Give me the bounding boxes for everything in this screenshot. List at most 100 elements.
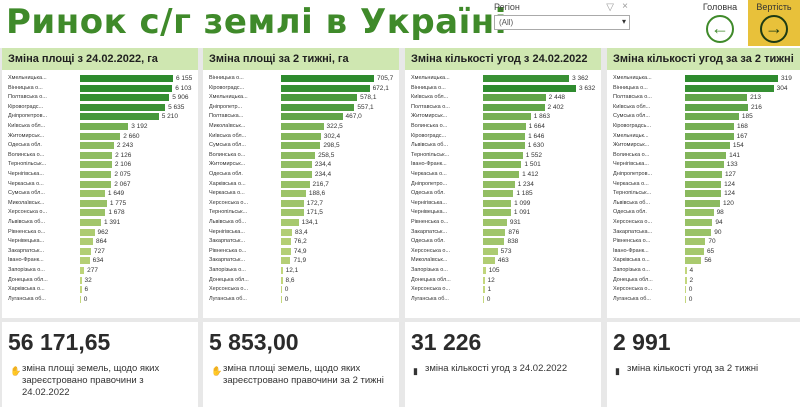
bar-row[interactable]: Житомирськ... 234,4: [203, 160, 399, 169]
bar[interactable]: [685, 161, 724, 169]
bar-row[interactable]: Донецька обл... 8,6: [203, 276, 399, 285]
bar[interactable]: [685, 276, 687, 284]
bar[interactable]: [685, 171, 723, 178]
bar-row[interactable]: Чернівецька... 1 091: [405, 208, 601, 217]
bar-row[interactable]: Одеська обл. 98: [607, 208, 800, 217]
bar[interactable]: [483, 257, 495, 265]
bar[interactable]: [685, 75, 778, 82]
bar[interactable]: [483, 247, 498, 255]
bar[interactable]: [483, 132, 526, 140]
bar[interactable]: [685, 267, 687, 274]
bar-row[interactable]: Луганська об... 0: [607, 295, 800, 304]
funnel-icon[interactable]: ▽: [606, 2, 614, 13]
bar[interactable]: [281, 190, 306, 198]
bar-row[interactable]: Кіровоградс... 672,1: [203, 84, 399, 93]
bar-row[interactable]: Одеська обл. 234,4: [203, 170, 399, 179]
region-filter[interactable]: Регіон ▽ × (All) ▾: [494, 1, 634, 30]
bar[interactable]: [281, 209, 304, 217]
bar-row[interactable]: Львівська об... 134,1: [203, 218, 399, 227]
bar[interactable]: [281, 295, 282, 303]
bar-row[interactable]: Тернопільськ... 2 106: [2, 160, 198, 169]
bar-row[interactable]: Полтавська... 467,0: [203, 112, 399, 121]
bar-row[interactable]: Запорізька о... 277: [2, 266, 198, 275]
bar[interactable]: [483, 123, 526, 130]
bar-row[interactable]: Дніпропетр... 557,1: [203, 103, 399, 112]
bar-row[interactable]: Хмельницька... 319: [607, 74, 800, 83]
bar-row[interactable]: Херсонська о... 573: [405, 247, 601, 256]
bar-row[interactable]: Хмельницька... 6 155: [2, 74, 198, 83]
bar[interactable]: [685, 295, 686, 303]
bar[interactable]: [483, 94, 546, 102]
bar[interactable]: [281, 286, 282, 294]
bar-row[interactable]: Закарпатськ... 727: [2, 247, 198, 256]
bar-row[interactable]: Вінницька о... 3 632: [405, 84, 601, 93]
bar[interactable]: [483, 113, 531, 121]
bar-row[interactable]: Миколаївськ... 322,5: [203, 122, 399, 131]
bar[interactable]: [281, 199, 304, 207]
bar[interactable]: [281, 151, 316, 159]
bar[interactable]: [685, 113, 739, 121]
bar[interactable]: [80, 209, 106, 217]
bar-row[interactable]: Івано-Франк... 634: [2, 256, 198, 265]
bar[interactable]: [281, 142, 321, 150]
bar-row[interactable]: Закарпатська... 90: [607, 228, 800, 237]
bar[interactable]: [483, 267, 486, 274]
bar[interactable]: [281, 113, 343, 121]
bar[interactable]: [281, 247, 291, 255]
bar-row[interactable]: Кіровоградс... 5 635: [2, 103, 198, 112]
bar[interactable]: [483, 161, 522, 169]
bar[interactable]: [281, 228, 292, 236]
bar-row[interactable]: Сумська обл... 185: [607, 112, 800, 121]
bar-row[interactable]: Херсонська о... 0: [203, 285, 399, 294]
bar[interactable]: [483, 199, 512, 207]
bar[interactable]: [483, 103, 545, 111]
bar-row[interactable]: Черкаська о... 1 412: [405, 170, 601, 179]
bar-row[interactable]: Одеська обл. 838: [405, 237, 601, 246]
home-button[interactable]: Головна ←: [690, 0, 750, 48]
back-button[interactable]: Вертість →: [748, 0, 800, 46]
bar[interactable]: [80, 171, 112, 178]
bar[interactable]: [685, 103, 748, 111]
bar[interactable]: [281, 75, 374, 82]
bar[interactable]: [80, 228, 95, 236]
bar-row[interactable]: Хмельницьк... 167: [607, 132, 800, 141]
bar-row[interactable]: Івано-Франк... 1 501: [405, 160, 601, 169]
bar-row[interactable]: Черкаська о... 124: [607, 180, 800, 189]
bar-row[interactable]: Тернопільськ... 171,5: [203, 208, 399, 217]
bar-row[interactable]: Рівненська о... 931: [405, 218, 601, 227]
bar[interactable]: [685, 219, 713, 226]
bar[interactable]: [80, 180, 112, 188]
bar[interactable]: [483, 75, 570, 82]
bar-row[interactable]: Херсонська о... 0: [607, 285, 800, 294]
bar[interactable]: [80, 113, 159, 121]
bar-row[interactable]: Житомирськ... 154: [607, 141, 800, 150]
bar-row[interactable]: Чернівецька... 864: [2, 237, 198, 246]
bar[interactable]: [483, 295, 484, 303]
bar-row[interactable]: Луганська об... 0: [405, 295, 601, 304]
bar-row[interactable]: Дніпропетров... 127: [607, 170, 800, 179]
bar[interactable]: [80, 276, 82, 284]
bar[interactable]: [281, 238, 292, 246]
bar[interactable]: [685, 84, 774, 92]
bar[interactable]: [685, 199, 720, 207]
bar[interactable]: [80, 295, 81, 303]
bar-row[interactable]: Одеська обл. 1 185: [405, 189, 601, 198]
bar[interactable]: [483, 219, 507, 226]
bar[interactable]: [281, 123, 324, 130]
bar[interactable]: [483, 142, 525, 150]
bar[interactable]: [281, 267, 283, 274]
bar-row[interactable]: Житомирськ... 2 660: [2, 132, 198, 141]
bar[interactable]: [483, 286, 485, 294]
bar[interactable]: [80, 238, 94, 246]
bar[interactable]: [483, 171, 520, 178]
bar-row[interactable]: Дніпропетро... 1 234: [405, 180, 601, 189]
bar[interactable]: [80, 257, 90, 265]
region-select[interactable]: (All) ▾: [494, 15, 630, 30]
bar-row[interactable]: Донецька обл... 32: [2, 276, 198, 285]
bar[interactable]: [685, 190, 722, 198]
bar[interactable]: [685, 247, 704, 255]
bar-row[interactable]: Кіровоградсь... 168: [607, 122, 800, 131]
bar[interactable]: [80, 286, 82, 294]
bar[interactable]: [685, 257, 702, 265]
bar-row[interactable]: Чернігівська... 133: [607, 160, 800, 169]
